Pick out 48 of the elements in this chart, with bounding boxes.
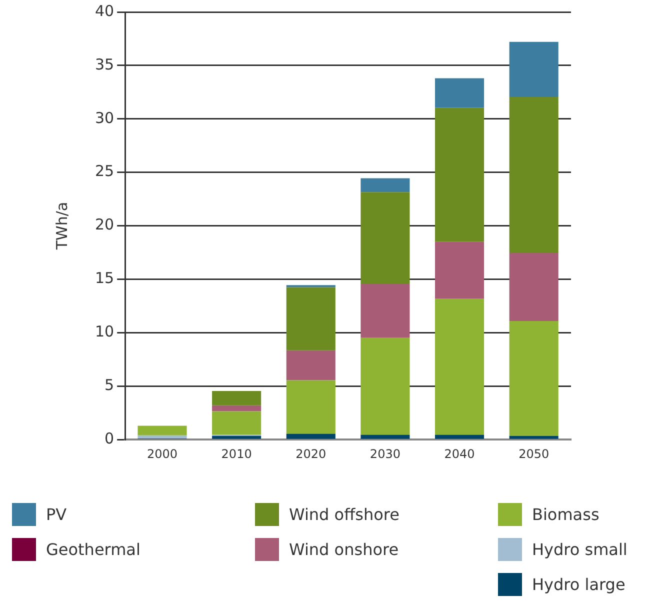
- bar: [212, 411, 262, 435]
- bar: [286, 287, 336, 350]
- bar: [509, 42, 558, 97]
- x-tick-label: 2050: [518, 446, 550, 461]
- bar: [286, 350, 336, 380]
- x-tick-label: 2030: [370, 446, 400, 461]
- bar: [138, 435, 187, 439]
- y-axis-title: TWh/a: [52, 202, 71, 251]
- y-tick-label: 40: [94, 2, 114, 20]
- legend-label: Geothermal: [46, 540, 140, 559]
- legend-label: Biomass: [532, 505, 600, 524]
- y-tick-label: 10: [94, 322, 114, 341]
- bar: [212, 436, 262, 439]
- y-tick-label: 5: [104, 376, 114, 394]
- bar: [138, 426, 187, 436]
- bar: [434, 434, 484, 439]
- legend-label: PV: [46, 505, 67, 524]
- x-tick-label: 2040: [444, 446, 475, 461]
- x-tick-label: 2000: [146, 446, 178, 461]
- bar: [509, 96, 558, 254]
- bar: [434, 242, 484, 298]
- bar: [212, 405, 262, 412]
- legend-label: Hydro small: [532, 540, 628, 559]
- bar: [360, 192, 410, 284]
- bar: [509, 253, 558, 321]
- y-tick-label: 30: [94, 108, 114, 127]
- bar: [360, 284, 410, 338]
- legend-label: Wind onshore: [289, 540, 399, 559]
- y-tick-label: 20: [94, 216, 114, 234]
- x-tick-label: 2020: [296, 446, 326, 461]
- x-tick-label: 2010: [221, 446, 252, 461]
- bar: [360, 338, 410, 435]
- y-tick-label: 35: [94, 55, 114, 74]
- legend-label: Hydro large: [532, 575, 626, 594]
- bar: [509, 320, 558, 436]
- bar: [286, 434, 336, 439]
- bar: [434, 78, 484, 108]
- y-tick-label: 0: [104, 429, 114, 448]
- y-tick-label: 15: [94, 269, 114, 288]
- bar: [434, 108, 484, 242]
- bar: [360, 178, 410, 192]
- bar: [434, 298, 484, 435]
- bar: [212, 390, 262, 406]
- bar: [509, 436, 558, 439]
- legend-label: Wind offshore: [289, 505, 400, 524]
- bar: [360, 434, 410, 439]
- bar: [286, 380, 336, 434]
- y-tick-label: 25: [94, 162, 114, 180]
